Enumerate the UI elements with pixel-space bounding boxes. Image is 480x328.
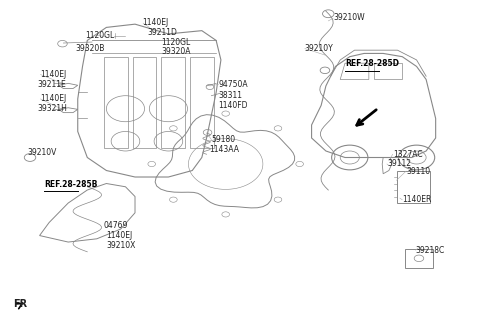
Text: 39320A: 39320A — [161, 47, 191, 56]
Text: 39321H: 39321H — [37, 104, 67, 113]
Bar — [104, 57, 128, 148]
Text: REF.28-285D: REF.28-285D — [345, 59, 399, 68]
Text: 39110: 39110 — [406, 167, 430, 176]
Text: 1120GL: 1120GL — [161, 37, 191, 47]
Text: 1140EJ: 1140EJ — [40, 94, 67, 103]
Text: 1140EJ: 1140EJ — [40, 70, 67, 79]
Text: 39211D: 39211D — [147, 28, 177, 37]
Text: 39211E: 39211E — [37, 80, 66, 89]
Text: 1140EJ: 1140EJ — [107, 231, 132, 240]
Text: 04769: 04769 — [104, 221, 128, 230]
Bar — [405, 249, 433, 268]
Text: 39210Y: 39210Y — [304, 44, 333, 53]
Text: 1140EJ: 1140EJ — [142, 18, 168, 27]
Bar — [161, 57, 185, 148]
Bar — [190, 57, 214, 148]
Text: 38311: 38311 — [218, 91, 242, 100]
Text: 59180: 59180 — [211, 135, 236, 144]
Text: FR: FR — [13, 299, 27, 310]
Text: 39218C: 39218C — [416, 246, 445, 255]
Text: 39112: 39112 — [387, 159, 411, 169]
Text: 1140ER: 1140ER — [402, 195, 432, 204]
Bar — [132, 57, 156, 148]
Text: 39210X: 39210X — [107, 241, 136, 251]
Text: 1143AA: 1143AA — [209, 145, 239, 154]
Text: 1140FD: 1140FD — [218, 101, 248, 110]
Text: 94750A: 94750A — [218, 80, 248, 89]
Text: 1327AC: 1327AC — [393, 150, 422, 159]
Text: 39210W: 39210W — [333, 13, 365, 22]
Text: 39210V: 39210V — [28, 148, 57, 157]
Text: 1120GL: 1120GL — [85, 31, 114, 40]
Text: 39320B: 39320B — [75, 44, 105, 53]
Bar — [396, 171, 430, 203]
Text: REF.28-285B: REF.28-285B — [44, 180, 98, 189]
